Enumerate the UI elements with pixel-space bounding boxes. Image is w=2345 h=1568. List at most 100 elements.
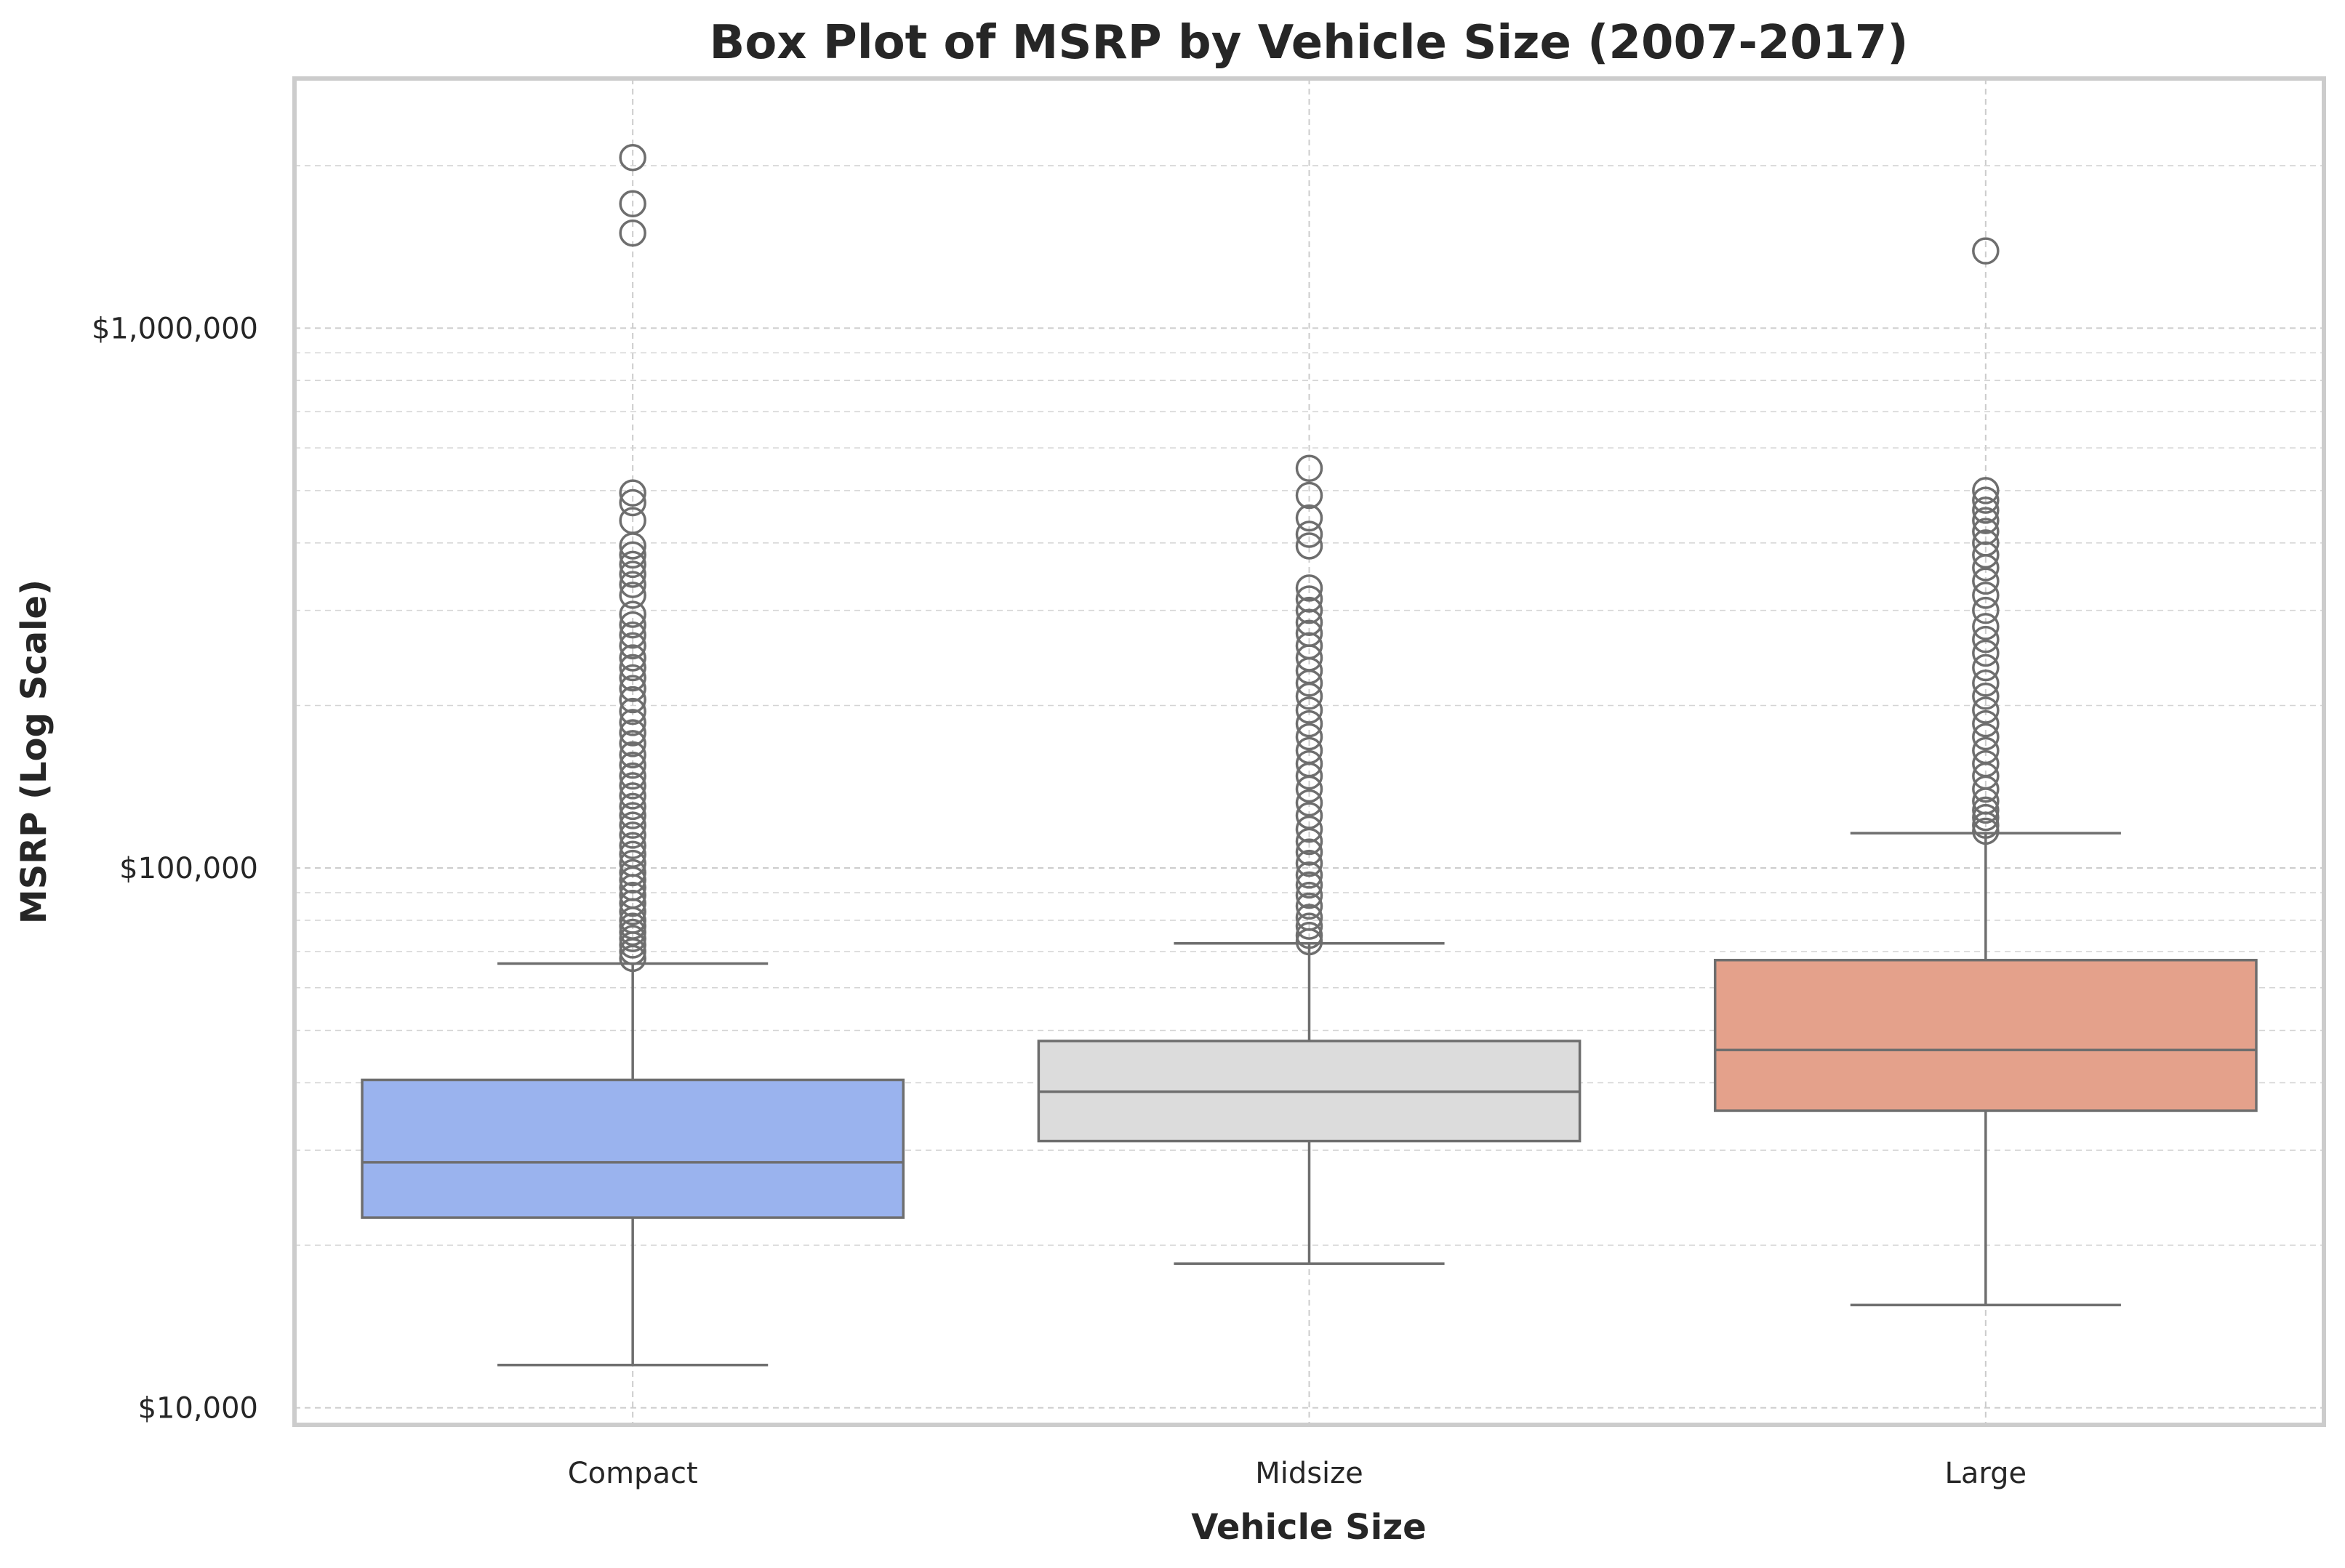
outlier-point: [619, 821, 646, 849]
box-compact: [361, 962, 905, 1367]
outlier-point: [1972, 749, 2000, 778]
outlier-point: [1295, 520, 1323, 548]
outlier-point: [1295, 481, 1323, 510]
outlier-point: [619, 507, 646, 534]
outlier-point: [619, 925, 646, 952]
outlier-point: [1295, 861, 1323, 889]
outlier-point: [619, 782, 646, 810]
outlier-point: [1972, 639, 2000, 667]
y-tick-labels: $10,000 $100,000 $1,000,000: [92, 312, 258, 1425]
chart-title: Box Plot of MSRP by Vehicle Size (2007-2…: [710, 16, 1909, 70]
outlier-point: [1972, 529, 2000, 557]
outlier-point: [619, 849, 646, 877]
outlier-point: [619, 560, 646, 588]
outlier-point: [1972, 596, 2000, 624]
outlier-point: [619, 654, 646, 682]
outlier-point: [619, 632, 646, 660]
outlier-point: [1295, 815, 1323, 843]
box-large: [1713, 832, 2258, 1307]
outlier-point: [619, 840, 646, 868]
outlier-point: [1295, 709, 1323, 738]
outliers: [619, 143, 2000, 973]
outlier-point: [619, 719, 646, 747]
outlier-point: [1295, 736, 1323, 765]
outlier-point: [1972, 736, 2000, 765]
outlier-point: [1972, 496, 2000, 524]
outlier-point: [1295, 723, 1323, 751]
outlier-point: [1295, 892, 1323, 920]
outlier-point: [619, 550, 646, 579]
outlier-point: [619, 600, 646, 628]
outlier-point: [1295, 532, 1323, 560]
outlier-point: [1295, 619, 1323, 648]
outlier-point: [619, 741, 646, 769]
outlier-point: [1295, 454, 1323, 482]
y-axis-label: MSRP (Log Scale): [14, 579, 55, 924]
outlier-point: [619, 709, 646, 736]
outlier-point: [1972, 803, 2000, 832]
outlier-point: [1295, 871, 1323, 899]
outlier-point: [619, 611, 646, 639]
outlier-point: [619, 686, 646, 714]
outlier-point: [1972, 654, 2000, 682]
outlier-point: [619, 541, 646, 569]
outlier-point: [1295, 574, 1323, 602]
outlier-point: [619, 859, 646, 887]
y-tick-label: $100,000: [119, 852, 258, 885]
plot-frame: [292, 76, 2326, 1427]
outlier-point: [1972, 669, 2000, 697]
outlier-point: [1295, 922, 1323, 949]
outlier-point: [1295, 912, 1323, 940]
x-tick-labels: Compact Midsize Large: [568, 1457, 2027, 1490]
outlier-point: [619, 918, 646, 946]
outlier-point: [1972, 625, 2000, 654]
boxes: [361, 832, 2258, 1367]
outlier-point: [619, 489, 646, 517]
y-tick-label: $10,000: [138, 1392, 258, 1426]
outlier-point: [1972, 723, 2000, 751]
outlier-point: [1295, 849, 1323, 877]
outlier-point: [619, 772, 646, 800]
outlier-point: [1295, 596, 1323, 624]
outlier-point: [619, 621, 646, 649]
outlier-point: [1972, 683, 2000, 710]
outlier-point: [1972, 477, 2000, 504]
outlier-point: [1972, 567, 2000, 595]
outliers-large: [1972, 237, 2000, 845]
outliers-midsize: [1295, 454, 1323, 956]
y-tick-label: $1,000,000: [92, 312, 258, 345]
outlier-point: [619, 675, 646, 702]
outlier-point: [1295, 585, 1323, 613]
outlier-point: [619, 219, 646, 247]
outlier-point: [619, 479, 646, 507]
outlier-point: [1295, 749, 1323, 778]
outlier-point: [619, 811, 646, 839]
outlier-point: [619, 751, 646, 779]
outlier-point: [1295, 802, 1323, 829]
outlier-point: [619, 190, 646, 217]
outlier-point: [1972, 518, 2000, 545]
outlier-point: [1972, 613, 2000, 640]
outliers-compact: [619, 143, 646, 973]
iqr-box: [1713, 958, 2258, 1112]
outlier-point: [1295, 904, 1323, 931]
outlier-point: [1972, 582, 2000, 609]
outlier-point: [619, 571, 646, 598]
x-tick-label: Large: [1945, 1457, 2027, 1490]
outlier-point: [619, 644, 646, 672]
outlier-point: [1295, 504, 1323, 532]
outlier-point: [1972, 237, 2000, 265]
outlier-point: [619, 143, 646, 172]
outlier-point: [1972, 796, 2000, 824]
outlier-point: [619, 832, 646, 859]
outlier-point: [1972, 817, 2000, 845]
outlier-point: [1972, 709, 2000, 738]
outlier-point: [1295, 632, 1323, 660]
outlier-point: [619, 889, 646, 917]
outlier-point: [619, 912, 646, 940]
outlier-point: [619, 762, 646, 790]
outlier-point: [619, 697, 646, 725]
outlier-point: [619, 881, 646, 909]
